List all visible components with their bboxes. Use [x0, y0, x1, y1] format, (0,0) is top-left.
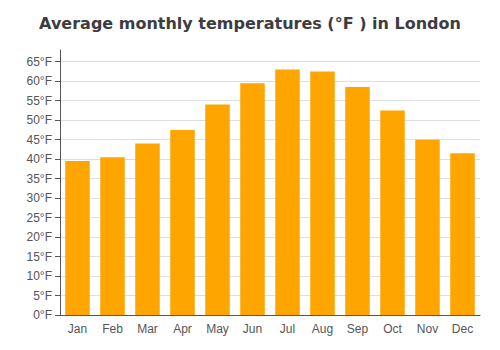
svg-text:0°F: 0°F	[33, 308, 52, 322]
svg-text:Jun: Jun	[243, 322, 262, 336]
svg-text:Jul: Jul	[280, 322, 295, 336]
svg-text:Aug: Aug	[312, 322, 333, 336]
svg-text:55°F: 55°F	[27, 94, 52, 108]
svg-text:50°F: 50°F	[27, 113, 52, 127]
svg-text:40°F: 40°F	[27, 152, 52, 166]
svg-text:30°F: 30°F	[27, 191, 52, 205]
svg-text:Apr: Apr	[173, 322, 192, 336]
svg-text:Mar: Mar	[137, 322, 158, 336]
svg-text:25°F: 25°F	[27, 211, 52, 225]
svg-text:Feb: Feb	[102, 322, 123, 336]
svg-text:35°F: 35°F	[27, 172, 52, 186]
svg-text:Average monthly temperatures (: Average monthly temperatures (°F ) in Lo…	[39, 14, 461, 33]
svg-text:20°F: 20°F	[27, 230, 52, 244]
svg-text:60°F: 60°F	[27, 74, 52, 88]
svg-text:5°F: 5°F	[33, 289, 52, 303]
svg-text:10°F: 10°F	[27, 269, 52, 283]
svg-text:Nov: Nov	[417, 322, 438, 336]
svg-text:Oct: Oct	[383, 322, 402, 336]
svg-text:May: May	[206, 322, 229, 336]
svg-text:Dec: Dec	[452, 322, 473, 336]
svg-text:Sep: Sep	[347, 322, 369, 336]
svg-text:15°F: 15°F	[27, 250, 52, 264]
svg-text:65°F: 65°F	[27, 55, 52, 69]
svg-text:Jan: Jan	[68, 322, 87, 336]
svg-text:45°F: 45°F	[27, 133, 52, 147]
